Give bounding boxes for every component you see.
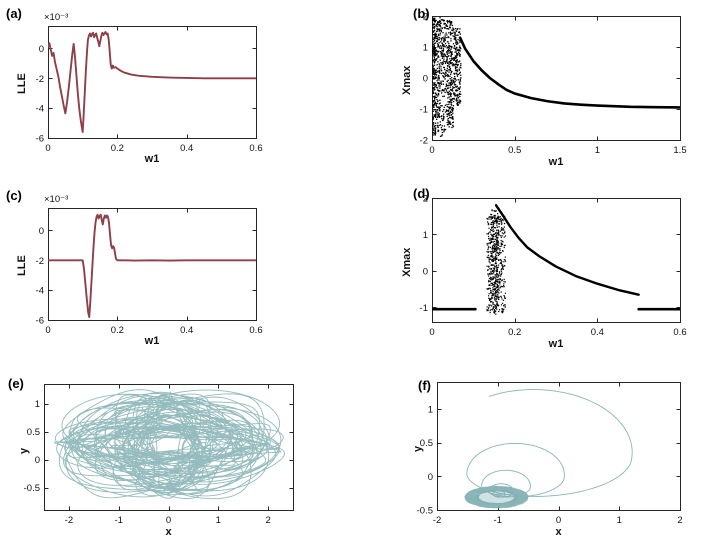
panel-a-exponent-note: ×10⁻³ [44,12,69,23]
panel-c-ylabel: LLE [16,255,28,276]
panel-e: (e) y x [0,366,340,541]
panel-b-label: (b) [413,6,430,21]
panel-a-label: (a) [6,6,22,21]
panel-c-xlabel: w1 [144,335,160,347]
panel-c-label: (c) [6,188,22,203]
panel-d: (d) Xmax w1 [388,182,701,363]
panel-d-ylabel: Xmax [401,247,413,277]
panel-c: (c) ×10⁻³ LLE w1 [0,182,310,363]
panel-b-ylabel: Xmax [401,65,413,95]
panel-a-xlabel: w1 [144,153,160,165]
panel-c-exponent-note: ×10⁻³ [44,194,69,205]
panel-e-label: (e) [8,376,24,391]
panel-e-ylabel: y [18,447,30,454]
panel-d-label: (d) [413,186,430,201]
panel-b-xlabel: w1 [548,156,564,168]
panel-d-xlabel: w1 [548,338,564,350]
panel-a: (a) ×10⁻³ LLE w1 [0,0,310,181]
panel-a-ylabel: LLE [16,73,28,94]
panel-e-xlabel: x [165,526,172,538]
panel-a-plot [0,0,310,181]
panel-f-plot [388,366,701,541]
panel-f-xlabel: x [555,526,562,538]
panel-b-plot [388,0,701,181]
panel-d-plot [388,182,701,363]
panel-e-plot [0,366,340,541]
panel-f: (f) y x [388,366,701,541]
panel-c-plot [0,182,310,363]
panel-f-label: (f) [418,378,431,393]
panel-b: (b) Xmax w1 [388,0,701,181]
panel-f-ylabel: y [412,445,424,452]
